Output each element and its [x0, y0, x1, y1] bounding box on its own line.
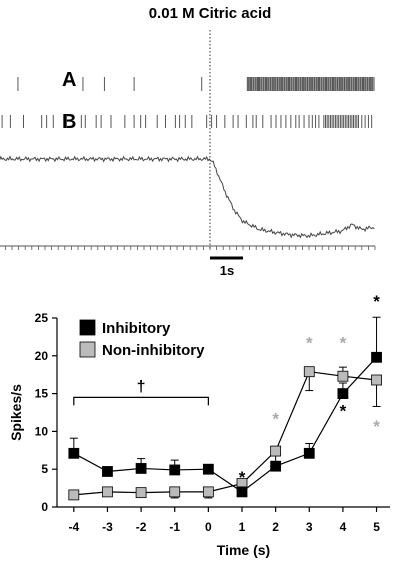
- legend-label: Inhibitory: [102, 320, 171, 337]
- y-tick-label: 25: [35, 311, 49, 325]
- data-point: [337, 370, 349, 382]
- significance-marker: *: [373, 417, 380, 436]
- data-point: [371, 374, 382, 386]
- y-tick-label: 20: [35, 349, 49, 363]
- panel-label-a: A: [62, 69, 76, 91]
- significance-marker: *: [272, 409, 279, 428]
- significance-marker: *: [340, 334, 347, 353]
- legend-swatch: [79, 341, 96, 358]
- x-tick-label: -1: [169, 520, 180, 534]
- x-tick-label: -2: [136, 520, 147, 534]
- x-tick-label: 1: [239, 520, 246, 534]
- x-tick-label: 2: [272, 520, 279, 534]
- significance-marker: *: [340, 402, 347, 421]
- data-point: [371, 351, 382, 363]
- series-line: [73, 371, 377, 496]
- recording-panel: [0, 30, 376, 260]
- significance-marker: *: [239, 468, 246, 487]
- significance-marker: *: [306, 334, 313, 353]
- y-tick-label: 15: [35, 387, 49, 401]
- data-point: [202, 463, 214, 475]
- x-tick-label: -4: [68, 520, 79, 534]
- data-point: [102, 466, 113, 477]
- data-point: [169, 464, 181, 476]
- scale-bar-label: 1s: [220, 263, 234, 278]
- data-point: [303, 447, 315, 459]
- x-tick-label: 4: [340, 520, 347, 534]
- series-line: [73, 356, 377, 493]
- y-tick-label: 0: [41, 500, 48, 514]
- data-point: [270, 460, 282, 472]
- data-point: [303, 366, 315, 378]
- figure-title: 0.01 M Citric acid: [149, 5, 272, 22]
- legend-swatch: [79, 319, 96, 336]
- data-point: [169, 486, 181, 498]
- data-point: [202, 486, 214, 498]
- data-point: [135, 463, 147, 474]
- y-tick-label: 10: [35, 424, 49, 438]
- data-point: [337, 388, 349, 400]
- spike-rate-chart: 0 5 10 15 20 25 -4 -3 -2 -1 0 1 2 3 4 5 Spikes/s Time (s)…: [8, 292, 390, 558]
- x-tick-label: 3: [306, 520, 313, 534]
- x-tick-label: -3: [102, 520, 113, 534]
- y-tick-label: 5: [41, 462, 48, 476]
- bracket-label: †: [137, 378, 146, 395]
- data-point: [236, 486, 248, 498]
- y-axis-title: Spikes/s: [8, 384, 24, 441]
- x-tick-label: 5: [373, 520, 380, 534]
- significance-marker: *: [373, 292, 380, 311]
- panel-label-b: B: [62, 111, 76, 133]
- significance-bracket: [73, 396, 209, 406]
- x-tick-label: 0: [205, 520, 212, 534]
- data-point: [102, 486, 113, 498]
- data-point: [68, 447, 80, 459]
- voltage-trace: [0, 155, 375, 239]
- data-point: [135, 487, 147, 499]
- legend-label: Non-inhibitory: [102, 342, 205, 359]
- x-axis-title: Time (s): [217, 542, 270, 558]
- data-point: [68, 489, 80, 501]
- data-point: [270, 445, 282, 457]
